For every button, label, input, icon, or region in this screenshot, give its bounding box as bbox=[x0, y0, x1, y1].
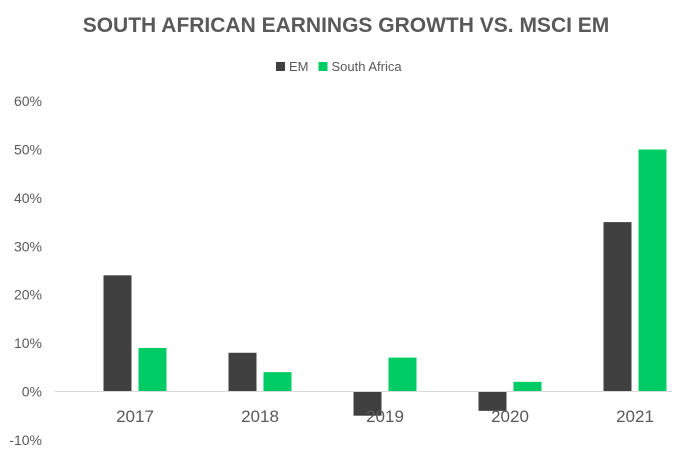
y-axis: -10% 0% 10% 20% 30% 40% 50% 60% bbox=[9, 93, 42, 448]
y-tick-label: 20% bbox=[14, 287, 42, 303]
bar-south-africa-2019 bbox=[388, 357, 417, 392]
x-tick-label: 2021 bbox=[616, 407, 654, 426]
y-tick-label: 10% bbox=[14, 335, 42, 351]
x-tick-label: 2019 bbox=[366, 407, 404, 426]
x-tick-label: 2018 bbox=[241, 407, 279, 426]
legend-swatch bbox=[276, 62, 285, 71]
bar-em-2021 bbox=[603, 222, 632, 392]
bar-em-2019 bbox=[353, 391, 382, 416]
bar-em-2018 bbox=[228, 352, 257, 392]
y-tick-label: 40% bbox=[14, 190, 42, 206]
legend: EM South Africa bbox=[276, 59, 402, 74]
legend-label: South Africa bbox=[332, 59, 403, 74]
bar-south-africa-2018 bbox=[263, 372, 292, 392]
bar-south-africa-2021 bbox=[638, 149, 667, 392]
y-tick-label: 50% bbox=[14, 142, 42, 158]
bars bbox=[103, 149, 667, 416]
legend-swatch bbox=[318, 62, 328, 71]
bar-south-africa-2017 bbox=[138, 347, 167, 392]
bar-em-2020 bbox=[478, 391, 507, 411]
y-tick-label: 30% bbox=[14, 238, 42, 254]
y-tick-label: -10% bbox=[9, 432, 42, 448]
bar-south-africa-2020 bbox=[513, 381, 542, 392]
x-axis: 2017 2018 2019 2020 2021 bbox=[116, 407, 654, 426]
y-tick-label: 60% bbox=[14, 93, 42, 109]
y-tick-label: 0% bbox=[22, 384, 42, 400]
chart-title: SOUTH AFRICAN EARNINGS GROWTH VS. MSCI E… bbox=[83, 14, 610, 37]
legend-label: EM bbox=[289, 59, 309, 74]
x-tick-label: 2020 bbox=[491, 407, 529, 426]
bar-em-2017 bbox=[103, 275, 132, 392]
x-tick-label: 2017 bbox=[116, 407, 154, 426]
